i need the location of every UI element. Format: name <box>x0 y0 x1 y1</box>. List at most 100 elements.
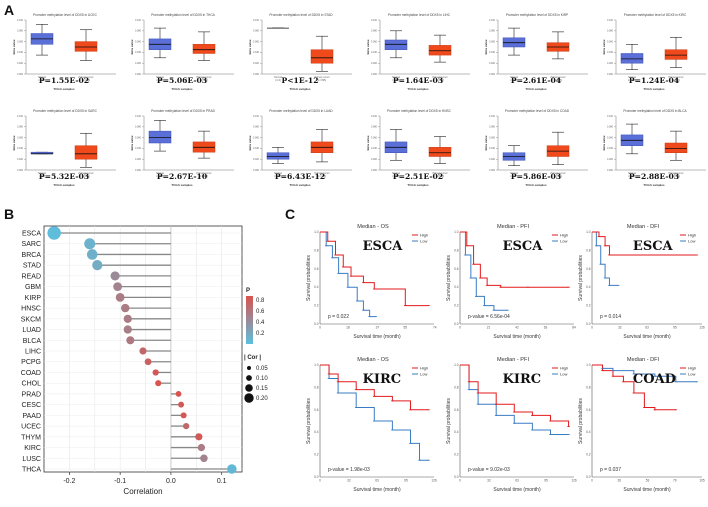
x-tick-label: 126 <box>571 479 577 483</box>
methylation-boxplot: Promoter methylation level of DDX5 in ST… <box>248 13 352 91</box>
y-tick-label: 0.020 <box>489 158 496 161</box>
lollipop-dot <box>126 336 135 345</box>
y-tick-label: 0.080 <box>17 30 24 33</box>
x-tick-label: 37 <box>376 326 380 330</box>
panel-a-label: A <box>4 2 14 18</box>
group-label: Normal <box>392 76 400 79</box>
group-label: Normal <box>628 172 636 175</box>
x-tick-label: 74 <box>433 326 437 330</box>
x-tick-label: 53 <box>646 479 650 483</box>
lollipop-dot <box>84 238 96 250</box>
y-tick-label: 0.060 <box>135 40 142 43</box>
y-tick-label: 0.020 <box>371 62 378 65</box>
panel-b-lollipop: ESCA SARC BRCA STAD READ GBM KIRP HNSC SKCM LUAD B… <box>21 225 268 496</box>
x-axis-label: TCGA samples <box>53 183 75 187</box>
y-axis-label: Beta value <box>366 39 370 54</box>
lollipop-dot <box>195 433 203 441</box>
group-label: Primary tumor <box>78 76 93 79</box>
y-axis-label: Beta value <box>602 135 606 150</box>
p-value: P=2.67E-10 <box>157 172 207 181</box>
y-tick-label: 0.000 <box>253 169 260 172</box>
y-tick-label: 0.8 <box>454 385 459 389</box>
y-tick-label: 0.060 <box>17 136 24 139</box>
p-value: P=5.32E-03 <box>39 172 89 181</box>
category-label: COAD <box>21 370 41 377</box>
category-label: LIHC <box>25 349 41 356</box>
km-p-value: p = 0.022 <box>328 314 349 320</box>
x-tick-label: 0 <box>319 479 321 483</box>
tumor-box <box>664 49 688 60</box>
normal-box <box>148 130 172 144</box>
km-title: Median - DFI <box>627 357 660 363</box>
legend-p-tick: 0.6 <box>256 309 265 315</box>
group-label: Normal <box>274 172 282 175</box>
y-tick-label: 0.100 <box>17 19 24 22</box>
boxplot-title: Promoter methylation level of DDX5 in BL… <box>623 109 687 113</box>
y-axis-label: Beta value <box>366 135 370 150</box>
category-label: PAAD <box>22 413 41 420</box>
y-tick-label: 1.0 <box>586 363 591 367</box>
category-label: STAD <box>23 263 41 270</box>
tumor-box <box>428 147 452 157</box>
cancer-label: COAD <box>633 372 676 387</box>
km-plot: Median - PFI 0.0 0.2 0.4 0.6 0.8 1.0 0 21 42 63 84 H… <box>446 224 576 340</box>
y-tick-label: 0.040 <box>489 51 496 54</box>
legend-size-tick: 0.20 <box>256 396 268 402</box>
group-n: (n=313) <box>554 175 563 178</box>
category-label: GBM <box>25 284 41 291</box>
lollipop-dot <box>197 443 206 452</box>
group-label: Primary tumor <box>668 76 683 79</box>
km-title: Median - OS <box>357 224 389 230</box>
y-axis-label: Beta value <box>602 39 606 54</box>
x-tick-label: 26 <box>617 479 621 483</box>
y-tick-label: 0.060 <box>253 136 260 139</box>
boxplot-title: Promoter methylation level of DDX5 in SA… <box>33 109 97 113</box>
x-tick-label: 0 <box>591 326 593 330</box>
y-tick-label: 0.020 <box>371 158 378 161</box>
methylation-boxplot: Promoter methylation level of DDX5 in CO… <box>484 109 588 187</box>
legend-size-tick: 0.15 <box>256 386 268 392</box>
group-n: (n=507) <box>200 79 209 82</box>
methylation-boxplot: Promoter methylation level of DDX5 in TH… <box>130 13 234 91</box>
x-tick-label: 0 <box>459 479 461 483</box>
tumor-box <box>192 44 216 54</box>
legend-size-tick: 0.05 <box>256 366 268 372</box>
x-tick-label: 0.0 <box>166 478 176 485</box>
y-tick-label: 0.060 <box>371 136 378 139</box>
group-label: Normal <box>156 76 164 79</box>
y-tick-label: 0.060 <box>371 40 378 43</box>
group-n: (n=160) <box>628 79 637 82</box>
legend-low-label: Low <box>688 372 695 377</box>
x-tick-label: 32 <box>347 479 351 483</box>
group-n: (n=50) <box>393 175 400 178</box>
y-tick-label: 0.020 <box>489 62 496 65</box>
group-n: (n=418) <box>672 175 681 178</box>
group-label: Normal <box>510 76 518 79</box>
x-tick-label: 126 <box>431 479 437 483</box>
legend-size-title: | Cor | <box>244 355 261 361</box>
legend-high-label: High <box>420 366 428 371</box>
y-tick-label: 0.080 <box>135 30 142 33</box>
group-label: Primary tumor <box>550 76 565 79</box>
tumor-box <box>664 142 688 153</box>
km-y-title: Survival probabilities <box>306 398 312 444</box>
category-label: SARC <box>22 241 41 248</box>
y-tick-label: 0.020 <box>253 62 260 65</box>
y-tick-label: 0.100 <box>17 115 24 118</box>
y-tick-label: 0.2 <box>586 304 591 308</box>
y-axis-label: Beta value <box>130 39 134 54</box>
lollipop-dot <box>123 314 132 323</box>
legend-p-tick: 0.4 <box>256 320 265 326</box>
lollipop-dot <box>121 303 130 313</box>
km-p-value: p-value = 6.56e-04 <box>468 314 510 320</box>
boxplot-title: Promoter methylation level of DDX5 in KI… <box>624 13 687 17</box>
y-tick-label: 0.040 <box>607 51 614 54</box>
group-label: Primary tumor <box>550 172 565 175</box>
y-tick-label: 0.4 <box>314 285 319 289</box>
x-tick-label: 84 <box>572 326 576 330</box>
lollipop-dot <box>113 282 123 292</box>
group-label: Normal <box>510 172 518 175</box>
legend-p-title: P <box>246 288 250 294</box>
cancer-label: ESCA <box>503 239 544 254</box>
group-n: (n=50) <box>157 175 164 178</box>
